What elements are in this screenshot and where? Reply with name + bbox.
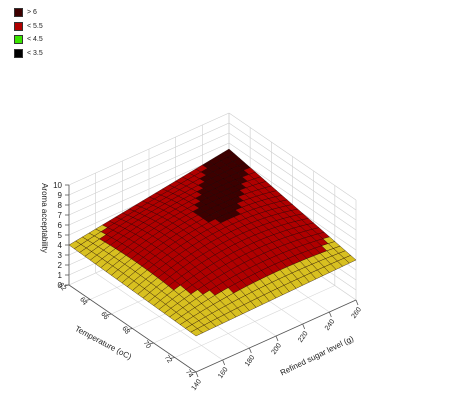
x-tick-label: 160: [217, 366, 229, 380]
z-tick-label: 9: [58, 191, 63, 200]
legend: > 6 < 5.5 < 4.5 < 3.5: [14, 6, 43, 60]
legend-label: < 4.5: [27, 36, 43, 44]
legend-item: < 4.5: [14, 33, 43, 47]
x-tick-label: 220: [297, 330, 309, 344]
x-tick: [222, 359, 226, 366]
x-tick: [328, 311, 332, 318]
legend-label: > 6: [27, 9, 37, 17]
z-tick-label: 4: [58, 241, 63, 250]
x-tick-label: 180: [244, 354, 256, 368]
z-tick-label: 10: [53, 181, 62, 190]
y-tick-label: 70: [142, 340, 152, 350]
z-tick-label: 2: [58, 261, 63, 270]
surface-layer: [68, 148, 357, 337]
legend-label: < 3.5: [27, 49, 43, 57]
x-tick: [355, 299, 359, 306]
y-tick: [127, 328, 133, 330]
y-tick-label: 64: [78, 296, 88, 306]
y-tick: [106, 313, 112, 316]
legend-label: < 5.5: [27, 22, 43, 30]
x-tick: [248, 347, 252, 354]
y-tick-label: 62: [57, 282, 67, 292]
surface-cell: [190, 328, 203, 337]
legend-swatch: [14, 48, 23, 58]
x-tick: [275, 335, 279, 342]
y-tick: [63, 284, 70, 287]
x-tick-label: 240: [324, 318, 336, 332]
y-tick: [190, 371, 197, 374]
x-tick-label: 140: [191, 378, 203, 392]
z-tick-label: 1: [58, 271, 63, 280]
z-tick-label: 5: [58, 231, 63, 240]
legend-swatch: [14, 35, 23, 45]
legend-swatch: [14, 21, 23, 31]
y-tick: [169, 357, 175, 359]
z-tick-label: 6: [58, 221, 63, 230]
x-tick-label: 200: [271, 342, 283, 356]
legend-swatch: [14, 8, 23, 18]
legend-item: < 5.5: [14, 20, 43, 34]
y-tick: [85, 299, 91, 301]
x-tick: [195, 371, 199, 378]
grid-line: [174, 285, 335, 358]
y-tick-label: 74: [184, 369, 194, 379]
y-tick-label: 66: [99, 311, 109, 321]
z-axis-label: Aroma acceptability: [40, 183, 49, 253]
x-tick-label: 260: [351, 306, 363, 320]
z-tick-label: 7: [58, 211, 63, 220]
y-tick: [148, 342, 154, 345]
x-tick: [302, 323, 306, 330]
y-tick-label: 68: [120, 325, 130, 335]
z-tick-label: 0: [58, 281, 63, 290]
z-tick-label: 3: [58, 251, 63, 260]
x-axis-label: Refined sugar level (g): [279, 334, 356, 378]
legend-item: > 6: [14, 6, 43, 20]
y-tick-label: 72: [163, 354, 173, 364]
legend-item: < 3.5: [14, 47, 43, 61]
z-tick-label: 8: [58, 201, 63, 210]
